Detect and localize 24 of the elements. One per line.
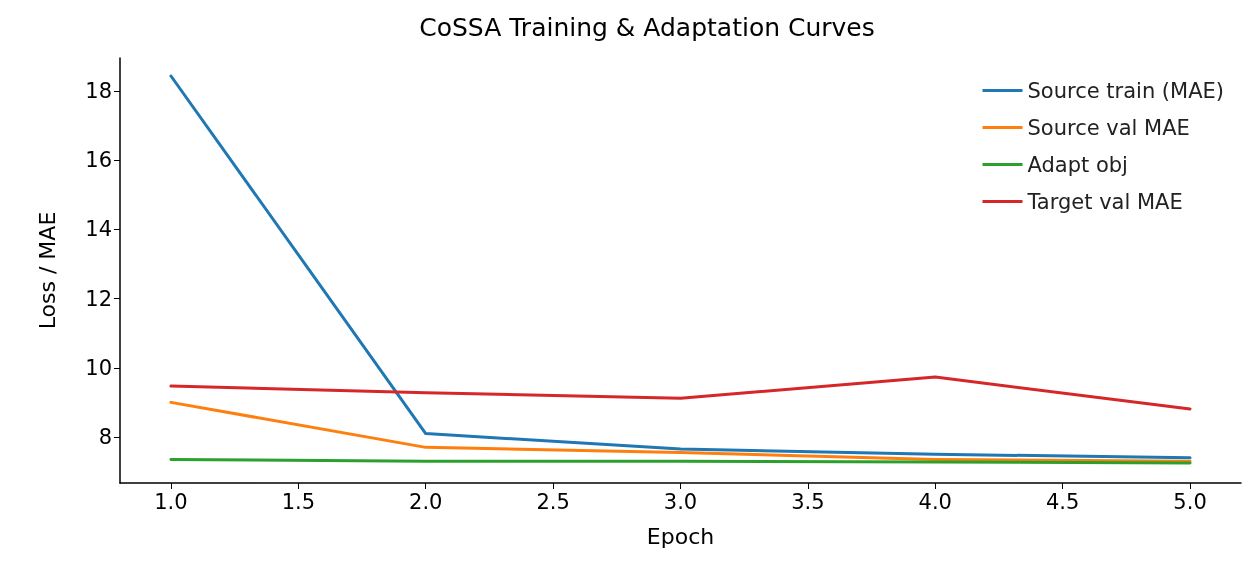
x-tick-label: 3.5 [791, 489, 825, 514]
y-tick-label: 14 [85, 217, 112, 242]
y-tick-label: 18 [85, 78, 112, 103]
y-axis-title: Loss / MAE [34, 211, 60, 330]
legend-label: Source val MAE [1027, 115, 1190, 140]
x-tick-label: 1.5 [281, 489, 316, 514]
line-series [169, 400, 1192, 463]
y-tick-label: 8 [98, 424, 112, 449]
legend-label: Target val MAE [1026, 189, 1183, 214]
x-tick-label: 1.0 [154, 489, 188, 514]
x-tick-label: 4.5 [1045, 489, 1080, 514]
chart-title: CoSSA Training & Adaptation Curves [419, 13, 875, 42]
legend-label: Adapt obj [1027, 152, 1128, 177]
x-tick-label: 2.0 [409, 489, 443, 514]
legend-label: Source train (MAE) [1027, 78, 1224, 103]
x-axis-title: Epoch [646, 523, 715, 549]
y-tick-label: 16 [85, 148, 112, 173]
x-tick-label: 5.0 [1173, 489, 1207, 514]
line-series [169, 375, 1192, 411]
x-tick-label: 2.5 [536, 489, 570, 514]
x-tick-label: 3.0 [663, 489, 698, 514]
y-tick-label: 10 [85, 355, 112, 380]
x-tick-label: 4.0 [918, 489, 952, 514]
y-tick-label: 12 [85, 286, 112, 311]
